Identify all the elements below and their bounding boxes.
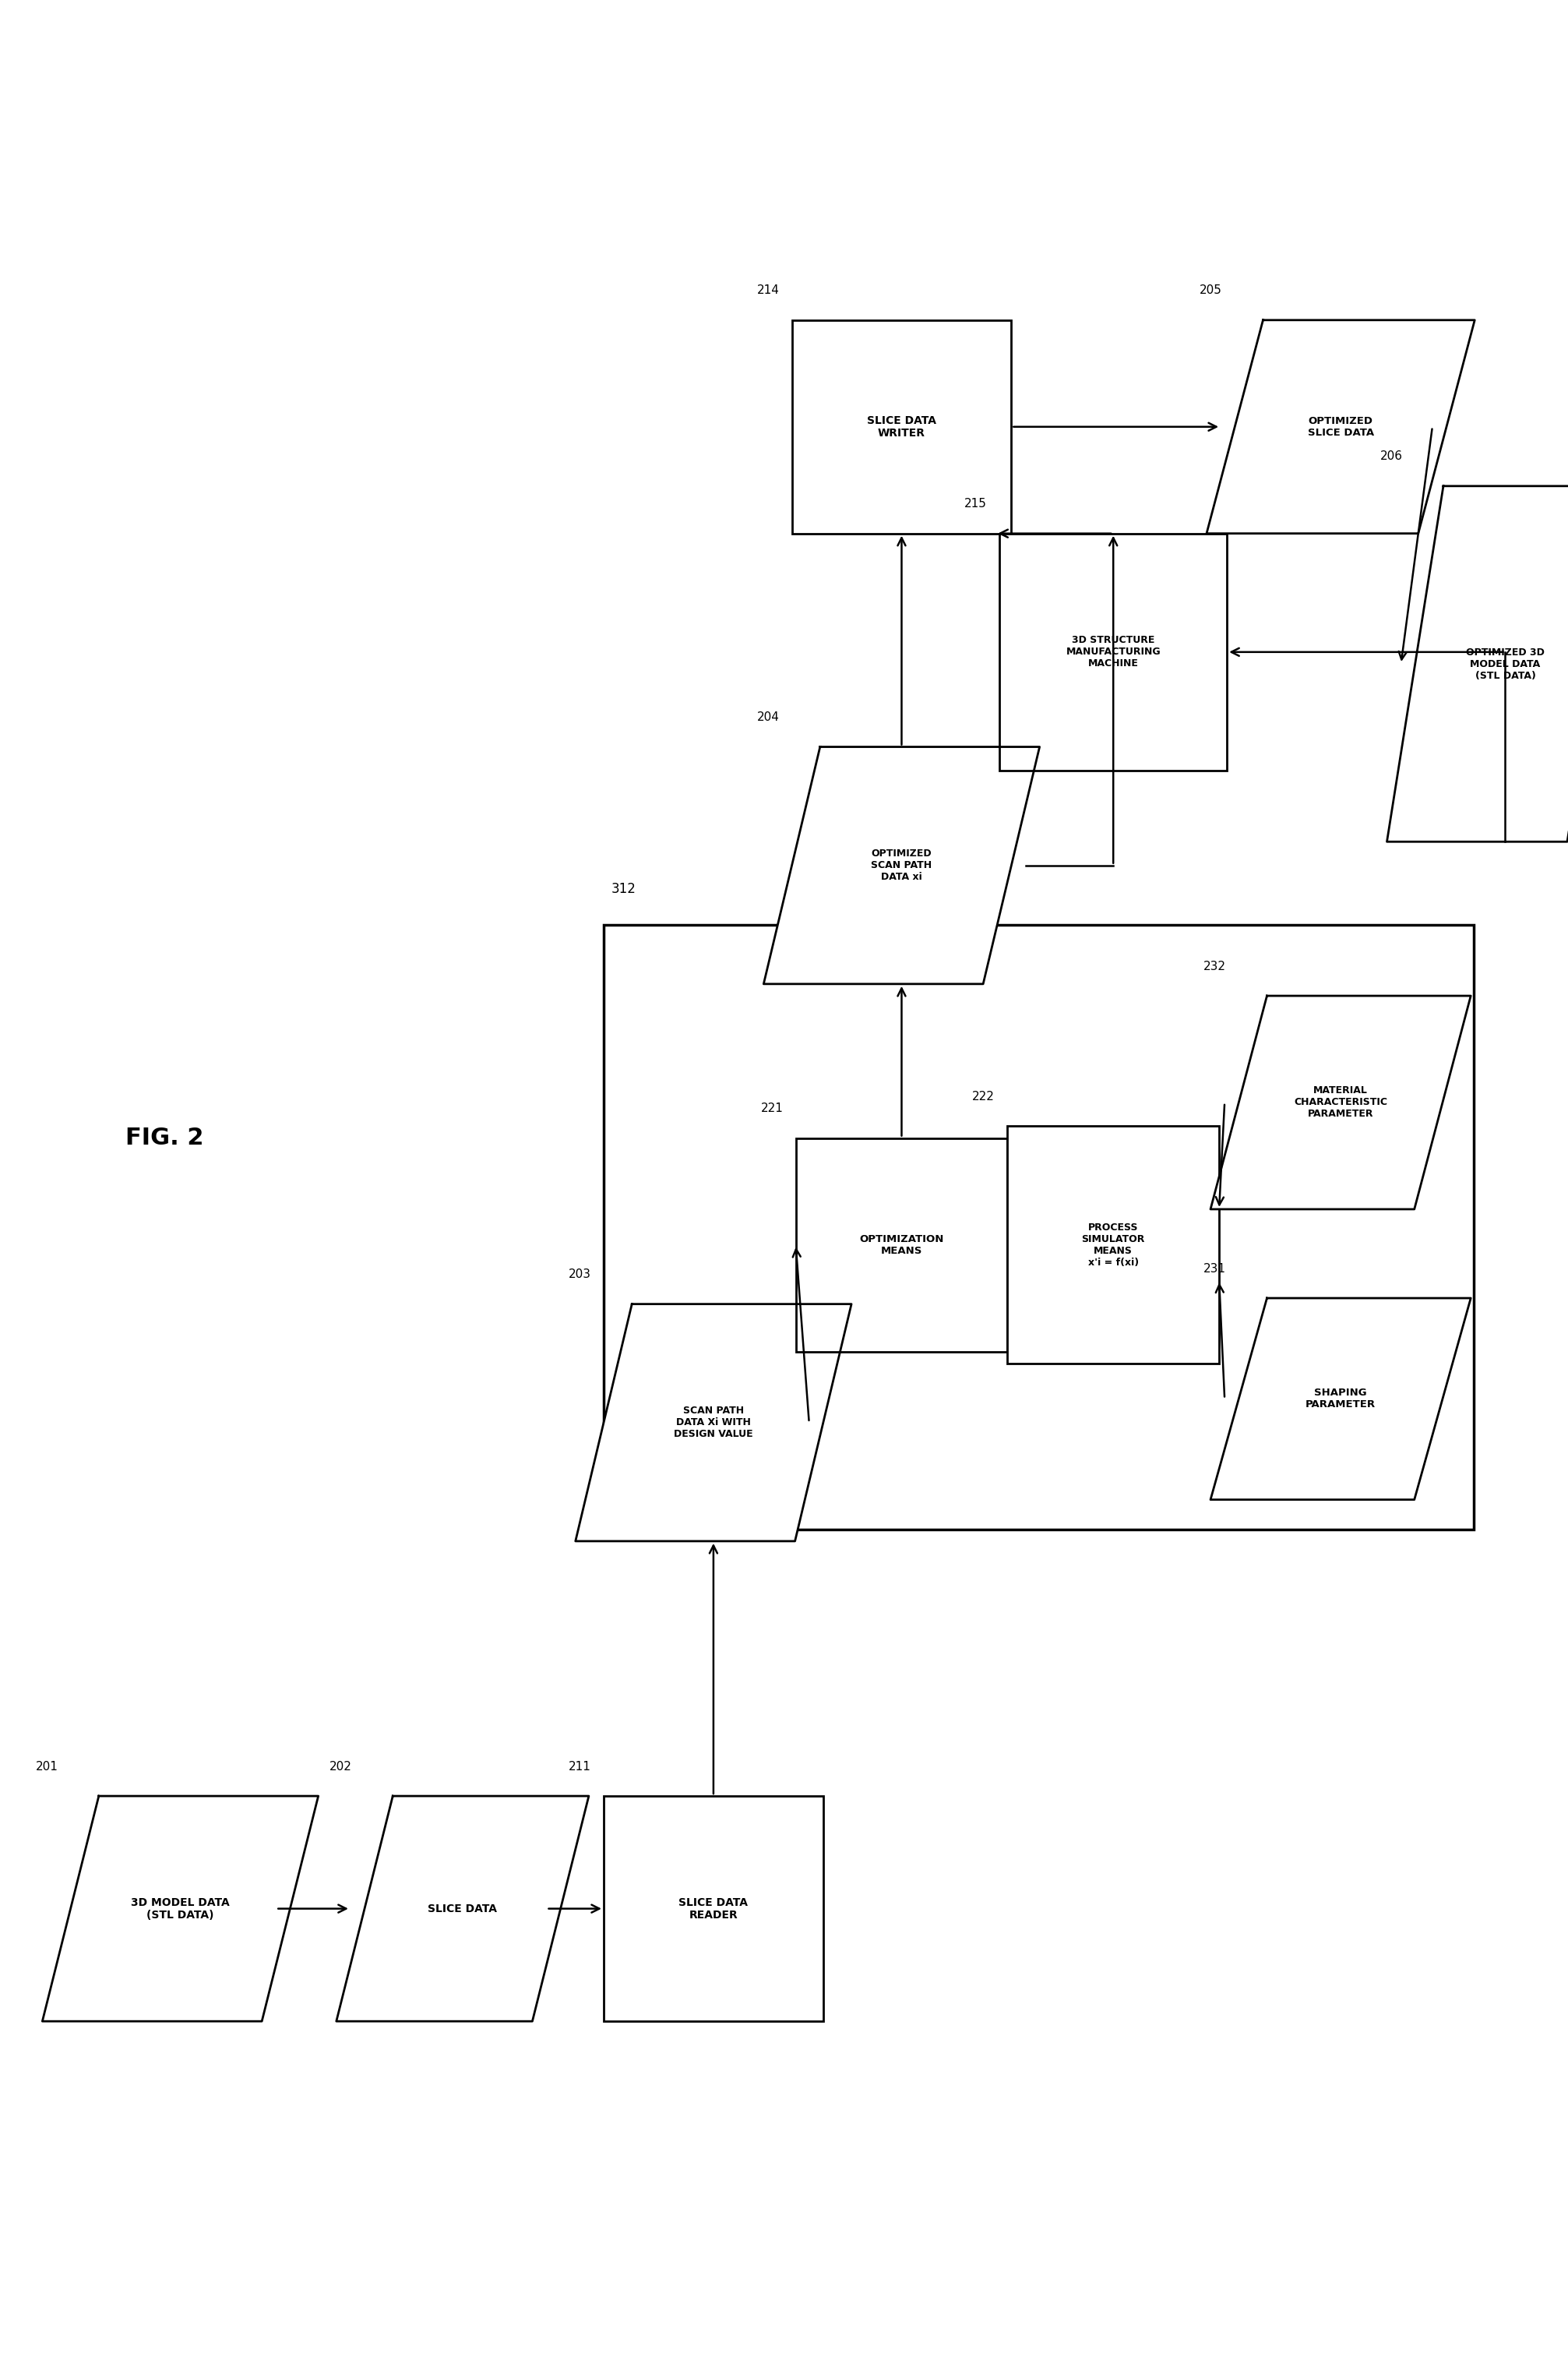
Text: 201: 201: [36, 1762, 58, 1774]
Text: 203: 203: [569, 1268, 591, 1280]
Text: 3D STRUCTURE
MANUFACTURING
MACHINE: 3D STRUCTURE MANUFACTURING MACHINE: [1066, 635, 1160, 669]
Text: OPTIMIZED
SCAN PATH
DATA xi: OPTIMIZED SCAN PATH DATA xi: [872, 849, 931, 882]
Polygon shape: [1207, 320, 1474, 533]
FancyBboxPatch shape: [795, 1138, 1007, 1351]
Text: 206: 206: [1380, 450, 1402, 462]
Text: OPTIMIZED
SLICE DATA: OPTIMIZED SLICE DATA: [1308, 415, 1374, 439]
Polygon shape: [764, 747, 1040, 984]
FancyBboxPatch shape: [792, 320, 1011, 533]
Text: SCAN PATH
DATA Xi WITH
DESIGN VALUE: SCAN PATH DATA Xi WITH DESIGN VALUE: [674, 1406, 753, 1439]
FancyBboxPatch shape: [604, 1797, 823, 2020]
Polygon shape: [336, 1797, 590, 2020]
Text: 205: 205: [1200, 285, 1223, 296]
Text: 231: 231: [1204, 1264, 1226, 1276]
Text: 202: 202: [329, 1762, 351, 1774]
FancyBboxPatch shape: [1007, 1126, 1220, 1363]
Polygon shape: [1210, 996, 1471, 1209]
Text: 215: 215: [964, 498, 988, 510]
Text: MATERIAL
CHARACTERISTIC
PARAMETER: MATERIAL CHARACTERISTIC PARAMETER: [1294, 1086, 1388, 1119]
Text: OPTIMIZED 3D
MODEL DATA
(STL DATA): OPTIMIZED 3D MODEL DATA (STL DATA): [1466, 647, 1544, 680]
Text: 312: 312: [612, 882, 637, 896]
Text: FIG. 2: FIG. 2: [125, 1126, 204, 1150]
Text: OPTIMIZATION
MEANS: OPTIMIZATION MEANS: [859, 1233, 944, 1257]
Text: 232: 232: [1204, 960, 1226, 972]
Text: 204: 204: [757, 711, 779, 723]
Text: 214: 214: [757, 285, 779, 296]
Text: SLICE DATA: SLICE DATA: [428, 1904, 497, 1913]
Text: PROCESS
SIMULATOR
MEANS
x'i = f(xi): PROCESS SIMULATOR MEANS x'i = f(xi): [1082, 1221, 1145, 1268]
Polygon shape: [1386, 486, 1568, 842]
FancyBboxPatch shape: [1000, 533, 1226, 771]
Text: 3D MODEL DATA
(STL DATA): 3D MODEL DATA (STL DATA): [132, 1897, 229, 1921]
Text: 222: 222: [972, 1091, 994, 1103]
Text: SLICE DATA
READER: SLICE DATA READER: [679, 1897, 748, 1921]
FancyBboxPatch shape: [604, 925, 1474, 1529]
Text: 221: 221: [760, 1103, 782, 1114]
Polygon shape: [1210, 1299, 1471, 1501]
Text: SLICE DATA
WRITER: SLICE DATA WRITER: [867, 415, 936, 439]
Polygon shape: [575, 1304, 851, 1541]
Text: SHAPING
PARAMETER: SHAPING PARAMETER: [1306, 1387, 1375, 1411]
Polygon shape: [42, 1797, 318, 2020]
Text: 211: 211: [569, 1762, 591, 1774]
